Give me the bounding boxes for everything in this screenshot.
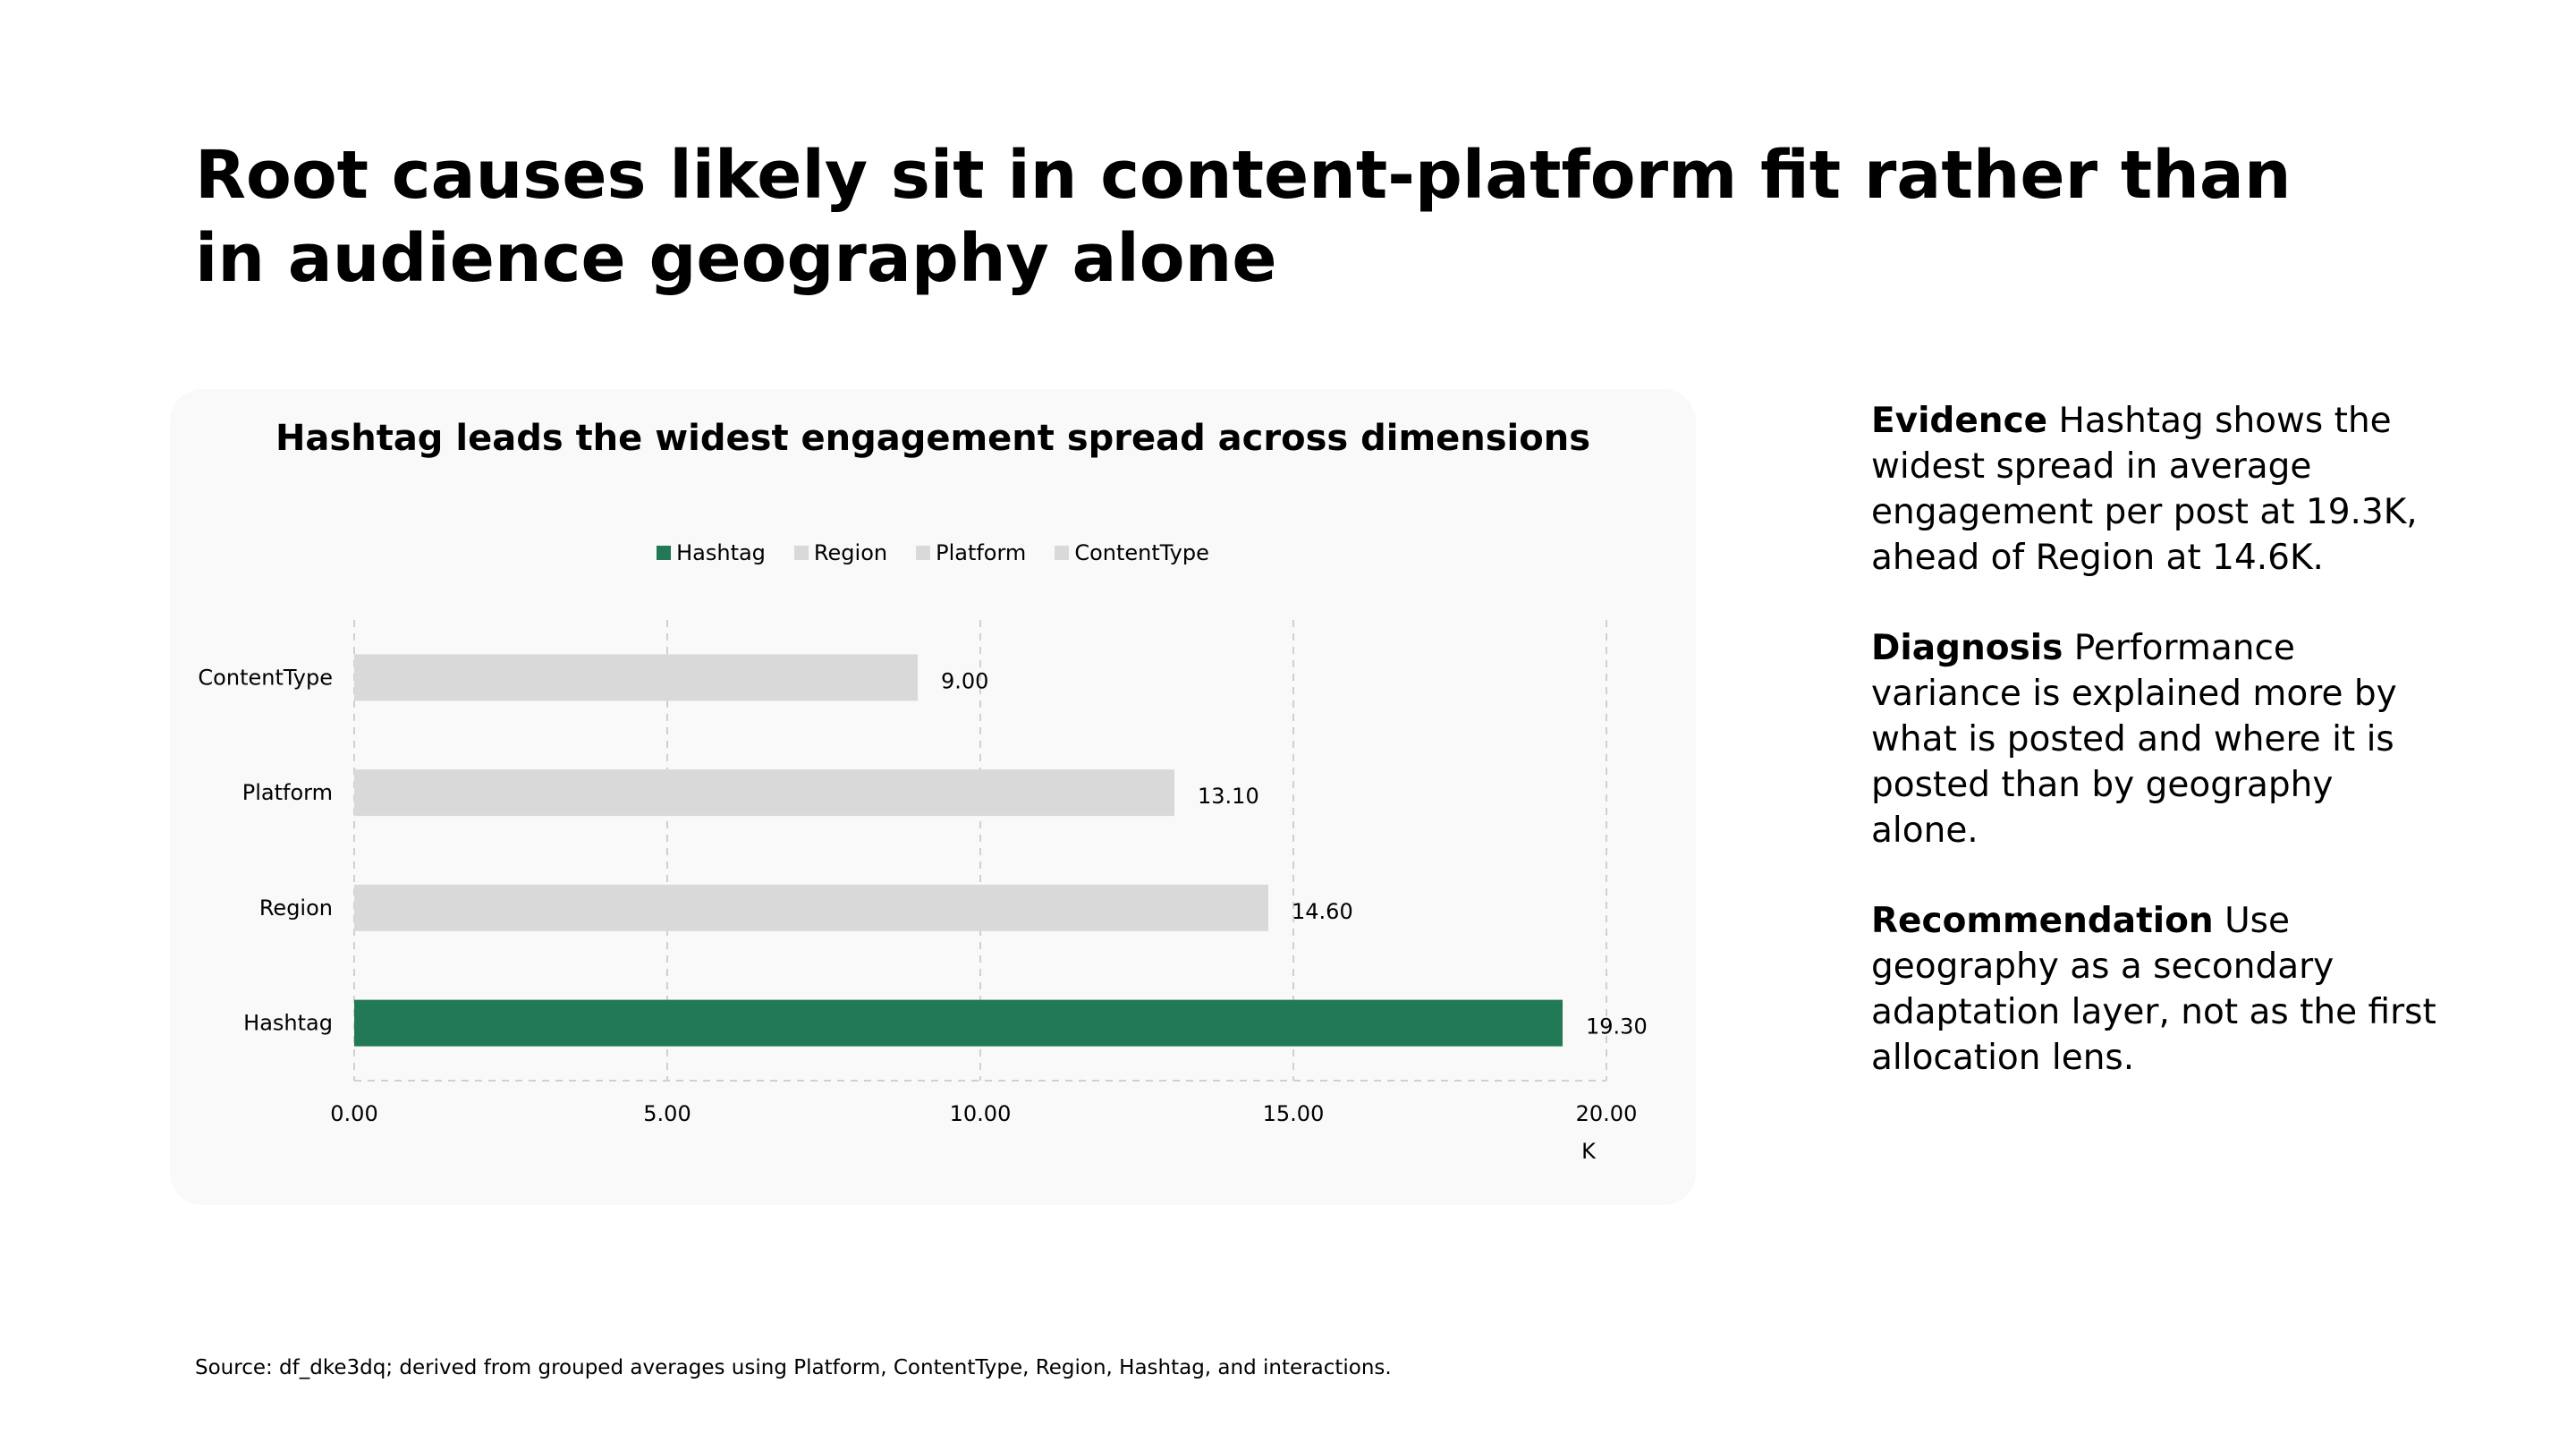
legend-swatch [1055,546,1070,560]
legend-swatch [916,546,931,560]
evidence-paragraph: Evidence Hashtag shows the widest spread… [1871,398,2444,581]
recommendation-label: Recommendation [1871,901,2214,941]
legend-label: Region [813,540,888,565]
legend-swatch [657,546,672,560]
legend-item-hashtag: Hashtag [657,539,766,566]
y-category-label: Hashtag [243,1011,333,1036]
evidence-text: Hashtag shows the widest spread in avera… [1871,401,2418,578]
chart-legend: Hashtag Region Platform ContentType [170,539,1696,566]
chart-card: Hashtag leads the widest engagement spre… [170,389,1696,1205]
bar-region [354,884,1268,931]
x-tick-label: 5.00 [643,1101,691,1126]
data-label: 19.30 [1586,1014,1648,1039]
x-tick-label: 20.00 [1576,1101,1638,1126]
x-tick-label: 15.00 [1263,1101,1325,1126]
legend-item-contenttype: ContentType [1055,539,1209,566]
recommendation-text: Use geography as a secondary adaptation … [1871,901,2436,1078]
x-axis-label: K [1581,1139,1597,1164]
diagnosis-text: Performance variance is explained more b… [1871,628,2397,851]
recommendation-paragraph: Recommendation Use geography as a second… [1871,898,2444,1081]
legend-item-platform: Platform [916,539,1026,566]
y-category-label: Region [259,895,333,921]
evidence-label: Evidence [1871,401,2048,441]
legend-swatch [793,546,809,560]
x-tick-label: 10.00 [950,1101,1012,1126]
legend-label: Hashtag [676,540,766,565]
x-tick-label: 0.00 [330,1101,377,1126]
bar-contenttype [354,654,918,701]
chart-title: Hashtag leads the widest engagement spre… [275,418,1591,459]
data-label: 13.10 [1198,784,1259,809]
y-category-label: ContentType [198,665,333,690]
bar-platform [354,769,1174,817]
slide-title: Root causes likely sit in content-platfo… [195,137,2292,297]
insight-panel: Evidence Hashtag shows the widest spread… [1871,398,2444,1125]
legend-label: ContentType [1074,540,1209,565]
bar-chart: 0.00 5.00 10.00 15.00 20.00 K ContentType 9.00 P… [198,620,1648,1164]
diagnosis-label: Diagnosis [1871,628,2063,668]
data-label: 14.60 [1292,899,1353,924]
y-category-label: Platform [242,780,333,805]
legend-item-region: Region [793,539,888,566]
legend-label: Platform [936,540,1027,565]
source-note: Source: df_dke3dq; derived from grouped … [195,1356,1392,1379]
data-label: 9.00 [941,668,988,693]
bar-hashtag [354,999,1563,1047]
diagnosis-paragraph: Diagnosis Performance variance is explai… [1871,625,2444,853]
